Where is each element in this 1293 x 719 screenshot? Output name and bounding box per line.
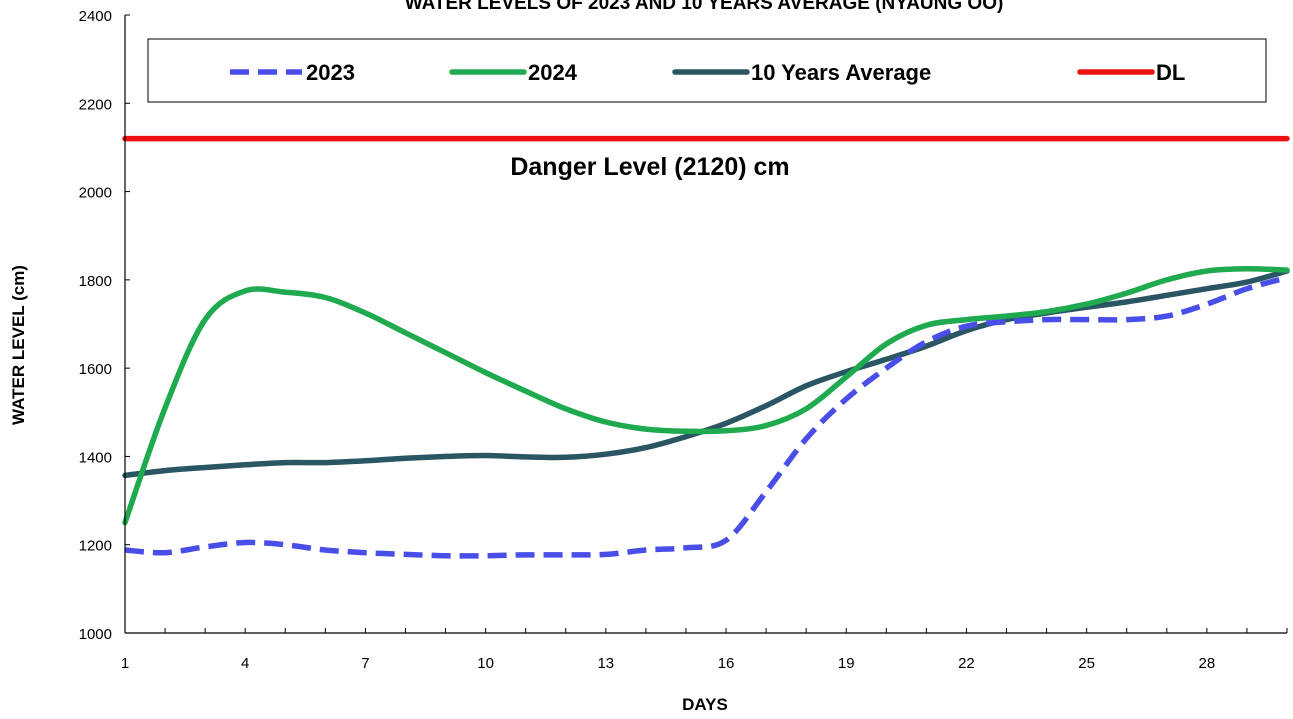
series-line-10-years-average xyxy=(122,268,1290,479)
legend-label-2023: 2023 xyxy=(306,60,355,85)
y-tick-label: 1800 xyxy=(79,273,112,290)
x-tick-label: 4 xyxy=(241,655,249,672)
legend-items: 2023 2024 10 Years Average DL xyxy=(230,60,1185,85)
x-tick-label: 28 xyxy=(1199,655,1216,672)
y-tick-label: 1200 xyxy=(79,538,112,555)
y-tick-label: 1400 xyxy=(79,449,112,466)
x-tick-label: 22 xyxy=(958,655,975,672)
legend-label-dl: DL xyxy=(1156,60,1185,85)
y-axis-title: WATER LEVEL (cm) xyxy=(9,265,28,425)
x-tick-label: 25 xyxy=(1078,655,1095,672)
y-tick-label: 2200 xyxy=(79,96,112,113)
danger-level-annotation: Danger Level (2120) cm xyxy=(510,153,789,181)
x-tick-label: 1 xyxy=(121,655,129,672)
x-tick-label: 10 xyxy=(477,655,494,672)
legend[interactable]: 2023 2024 10 Years Average DL xyxy=(147,38,1267,103)
y-tick-label: 2000 xyxy=(79,185,112,202)
legend-label-10-years-average: 10 Years Average xyxy=(751,60,931,85)
y-tick-label: 1600 xyxy=(79,361,112,378)
x-tick-label: 16 xyxy=(718,655,735,672)
legend-label-2024: 2024 xyxy=(528,60,578,85)
x-axis-title: DAYS xyxy=(682,695,728,714)
y-tick-label: 1000 xyxy=(79,626,112,643)
x-tick-label: 13 xyxy=(597,655,614,672)
series-line-2023 xyxy=(124,275,1288,559)
series-line-2024 xyxy=(122,266,1290,526)
x-tick-label: 7 xyxy=(361,655,369,672)
y-tick-label: 2400 xyxy=(79,8,112,25)
tick-labels: 1 4 7 10 13 16 19 22 25 28 1000 1200 1400 1600 1800 200… xyxy=(79,8,1216,672)
chart-title: WATER LEVELS OF 2023 AND 10 YEARS AVERAG… xyxy=(405,0,1004,14)
series-layer xyxy=(122,135,1290,559)
axes-layer xyxy=(124,14,1288,634)
x-tick-label: 19 xyxy=(838,655,855,672)
